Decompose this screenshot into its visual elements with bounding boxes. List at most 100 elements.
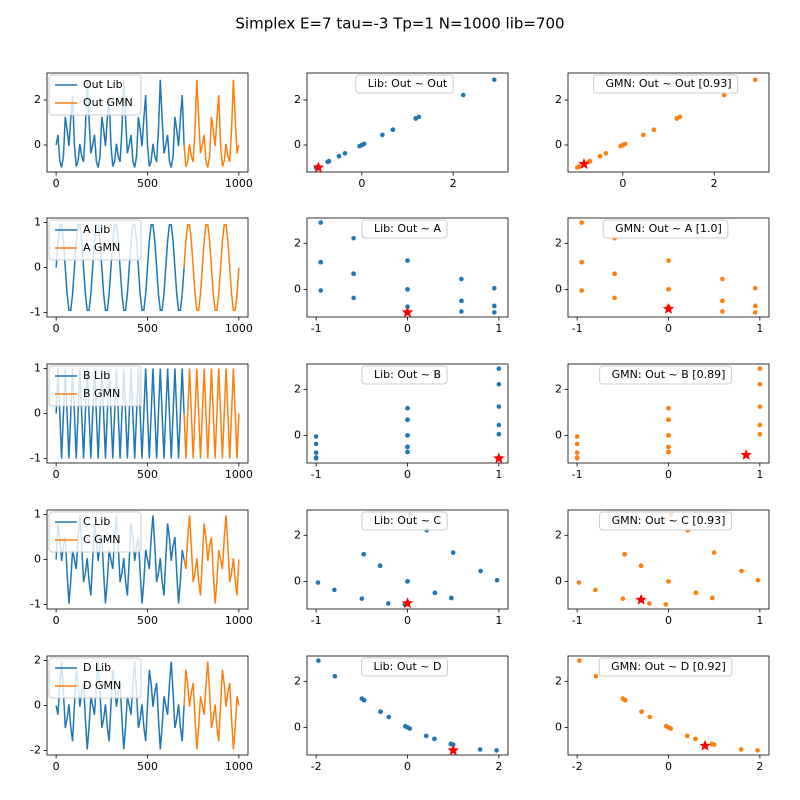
scatter-point	[647, 601, 652, 606]
legend-box	[361, 365, 448, 385]
y-tick-label: 0	[34, 699, 41, 712]
axes-frame	[567, 72, 770, 173]
scatter-point	[738, 747, 744, 752]
x-tick-label: -1	[572, 614, 583, 627]
plot-area: GMN: Out ~ B [0.89]	[574, 365, 763, 461]
scatter-point	[752, 77, 758, 83]
legend-box	[592, 74, 739, 94]
scatter-point	[577, 658, 582, 663]
subplot: GMN: Out ~ B [0.89] -1 0 1 0 2	[555, 363, 770, 481]
scatter-point	[432, 590, 438, 596]
subplot: A Lib A GMN 0 500 1000 -1 0 1	[30, 216, 253, 336]
star-marker	[699, 739, 711, 751]
y-tick-label: 0	[555, 282, 562, 295]
y-tick-label: 0	[34, 138, 41, 151]
plot-area: C Lib C GMN	[48, 511, 240, 604]
legend-label: C Lib	[83, 515, 110, 528]
scatter-point	[405, 579, 410, 584]
legend-label: C GMN	[83, 533, 120, 546]
scatter-point	[449, 595, 454, 601]
scatter-point	[378, 709, 383, 715]
star-marker	[401, 597, 414, 609]
x-tick-label: -2	[311, 760, 322, 773]
plot-area: Lib: Out ~ C	[315, 511, 500, 609]
scatter-point	[641, 132, 646, 138]
x-tick-label: 1000	[225, 614, 253, 627]
y-tick-label: 2	[555, 236, 562, 249]
legend: D Lib D GMN	[48, 657, 142, 699]
series-line	[183, 515, 240, 604]
scatter-point	[721, 92, 727, 98]
y-tick-label: 2	[294, 528, 301, 541]
scatter-point	[720, 298, 725, 304]
star-marker	[740, 448, 752, 460]
scatter-point	[755, 577, 761, 583]
x-tick-label: -1	[572, 322, 583, 335]
x-tick-label: 1000	[225, 177, 253, 190]
scatter-point	[316, 658, 321, 663]
plot-area: Lib: Out ~ Out	[312, 74, 497, 172]
y-tick-label: 2	[294, 93, 301, 106]
legend-label: GMN: Out ~ D [0.92]	[611, 660, 726, 673]
scatter-point	[402, 723, 408, 729]
y-tick-label: 1	[34, 216, 41, 229]
legend: GMN: Out ~ D [0.92]	[598, 657, 733, 677]
x-tick-label: 2	[756, 760, 763, 773]
legend-label: Out Lib	[83, 78, 123, 91]
scatter-point	[405, 433, 410, 438]
scatter-point	[576, 580, 582, 585]
scatter-point	[639, 709, 644, 715]
y-tick-label: 0	[294, 574, 301, 587]
scatter-point	[459, 298, 464, 304]
scatter-point	[405, 287, 410, 292]
scatter-point	[752, 310, 758, 315]
scatter-point	[494, 577, 500, 583]
scatter-point	[757, 422, 763, 428]
plot-area: Lib: Out ~ B	[313, 365, 505, 463]
x-tick-label: 1000	[225, 322, 253, 335]
scatter-point	[477, 747, 483, 752]
scatter-point	[622, 697, 628, 703]
scatter-point	[496, 431, 502, 437]
y-tick-label: 2	[555, 93, 562, 106]
legend-label: D GMN	[83, 679, 121, 692]
x-tick-label: 500	[137, 322, 158, 335]
scatter-point	[579, 220, 585, 225]
legend-label: GMN: Out ~ B [0.89]	[612, 368, 726, 381]
scatter-point	[351, 271, 356, 277]
legend-label: D Lib	[83, 661, 111, 674]
star-marker	[493, 452, 505, 463]
plot-area: Out Lib Out GMN	[48, 74, 240, 168]
scatter-point	[386, 601, 391, 606]
scatter-point	[752, 285, 758, 291]
scatter-point	[711, 742, 717, 747]
x-tick-label: 500	[137, 468, 158, 481]
x-tick-label: 500	[137, 760, 158, 773]
x-tick-label: 1	[495, 322, 502, 335]
scatter-point	[450, 550, 456, 555]
scatter-point	[313, 455, 319, 460]
series-line	[55, 368, 185, 459]
scatter-point	[351, 235, 356, 241]
legend: GMN: Out ~ A [1.0]	[602, 219, 729, 239]
scatter-point	[496, 422, 502, 428]
x-tick-label: 1	[756, 468, 763, 481]
x-tick-label: 2	[450, 177, 457, 190]
scatter-point	[423, 733, 429, 739]
x-tick-label: 0	[665, 468, 672, 481]
x-tick-label: 0	[404, 468, 411, 481]
figure-title: Simplex E=7 tau=-3 Tp=1 N=1000 lib=700	[235, 15, 564, 33]
scatter-point	[460, 92, 466, 98]
scatter-point	[386, 714, 392, 720]
scatter-point	[405, 449, 410, 455]
scatter-point	[405, 417, 410, 423]
legend-label: GMN: Out ~ A [1.0]	[615, 222, 722, 235]
plot-area: D Lib D GMN	[48, 657, 240, 750]
scatter-point	[620, 596, 626, 601]
y-tick-label: 0	[555, 574, 562, 587]
scatter-point	[593, 673, 599, 679]
legend-label: B Lib	[83, 369, 110, 382]
legend-box	[361, 657, 448, 677]
scatter-point	[496, 404, 502, 409]
scatter-point	[332, 587, 337, 593]
